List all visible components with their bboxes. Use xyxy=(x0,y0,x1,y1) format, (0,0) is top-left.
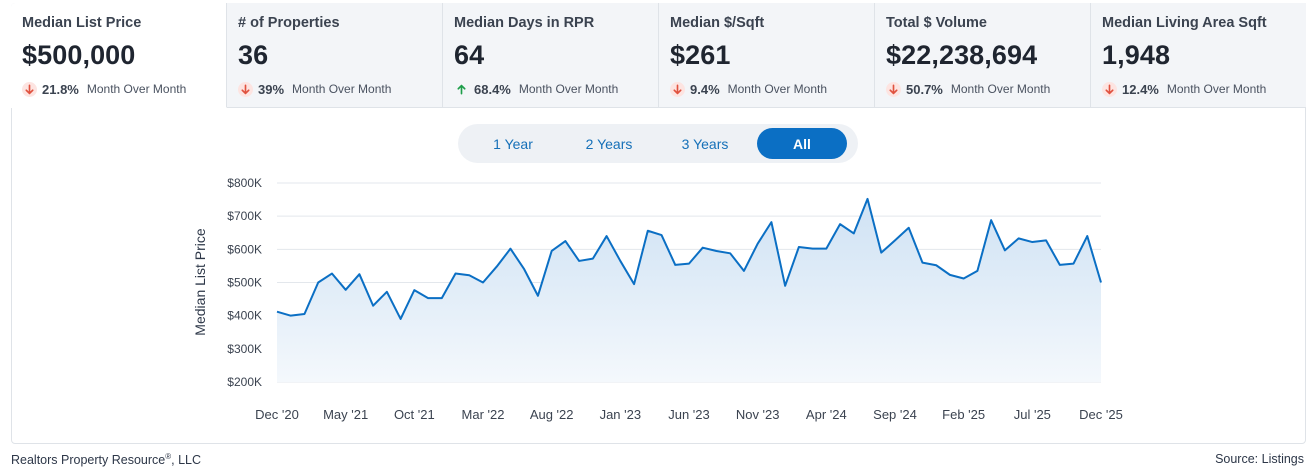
x-tick-label: Jun '23 xyxy=(668,407,710,422)
registered-mark: ® xyxy=(165,452,172,461)
x-tick-label: Nov '23 xyxy=(736,407,780,422)
series-area xyxy=(277,198,1101,382)
metric-value: $22,238,694 xyxy=(886,40,1038,70)
x-tick-label: Oct '21 xyxy=(394,407,435,422)
metric-cards: Median List Price $500,000 21.8% Month O… xyxy=(11,3,1306,108)
metric-change: 12.4% Month Over Month xyxy=(1102,80,1306,98)
footer-source: Source: Listings xyxy=(1215,452,1304,466)
x-tick-label: Sep '24 xyxy=(873,407,917,422)
metric-change-caption: Month Over Month xyxy=(86,82,187,96)
metric-label: Total $ Volume xyxy=(886,15,987,31)
metric-change-pct: 39% xyxy=(258,81,285,97)
time-range-selector: 1 Year 2 Years 3 Years All xyxy=(458,124,858,163)
metric-card-days-in-rpr[interactable]: Median Days in RPR 64 68.4% Month Over M… xyxy=(443,3,659,108)
metric-change: 21.8% Month Over Month xyxy=(22,80,226,98)
metric-change: 50.7% Month Over Month xyxy=(886,80,1090,98)
metric-change-caption: Month Over Month xyxy=(727,82,828,96)
x-tick-label: Jul '25 xyxy=(1014,407,1051,422)
metric-change-caption: Month Over Month xyxy=(518,82,619,96)
metric-label: Median List Price xyxy=(22,15,142,31)
x-tick-label: Mar '22 xyxy=(462,407,505,422)
footer-attribution: Realtors Property Resource®, LLC xyxy=(11,452,201,467)
metric-label: # of Properties xyxy=(238,15,340,31)
metric-card-median-list-price[interactable]: Median List Price $500,000 21.8% Month O… xyxy=(11,3,227,108)
y-tick-label: $500K xyxy=(227,276,262,290)
metric-change: 39% Month Over Month xyxy=(238,80,442,98)
range-3-years-button[interactable]: 3 Years xyxy=(681,135,729,152)
metric-change-pct: 21.8% xyxy=(42,81,79,97)
x-tick-label: Dec '25 xyxy=(1079,407,1123,422)
x-tick-label: Apr '24 xyxy=(806,407,847,422)
x-axis-ticks: Dec '20 May '21 Oct '21 Mar '22 Aug '22 Jan '… xyxy=(255,407,1123,422)
y-tick-label: $300K xyxy=(227,342,262,356)
range-2-years-button[interactable]: 2 Years xyxy=(585,135,633,152)
metric-change-pct: 50.7% xyxy=(906,81,943,97)
metric-change-caption: Month Over Month xyxy=(1166,82,1267,96)
x-tick-label: Jan '23 xyxy=(600,407,642,422)
down-arrow-icon xyxy=(670,81,685,97)
y-axis-ticks: $200K $300K $400K $500K $600K $700K $800K xyxy=(227,176,262,389)
metric-label: Median $/Sqft xyxy=(670,15,765,31)
metric-change-caption: Month Over Month xyxy=(292,82,392,96)
y-tick-label: $800K xyxy=(227,176,262,190)
metric-card-price-per-sqft[interactable]: Median $/Sqft $261 9.4% Month Over Month xyxy=(659,3,875,108)
x-tick-label: Aug '22 xyxy=(530,407,574,422)
down-arrow-icon xyxy=(238,81,253,97)
down-arrow-icon xyxy=(22,81,37,97)
y-tick-label: $200K xyxy=(227,375,262,389)
x-tick-label: Feb '25 xyxy=(942,407,985,422)
y-tick-label: $700K xyxy=(227,209,262,223)
metric-change-pct: 68.4% xyxy=(474,81,511,97)
y-axis-title: Median List Price xyxy=(192,228,208,336)
x-tick-label: May '21 xyxy=(323,407,368,422)
y-tick-label: $600K xyxy=(227,242,262,256)
metric-change-pct: 12.4% xyxy=(1122,81,1159,97)
range-1-year-button[interactable]: 1 Year xyxy=(493,135,533,152)
metric-value: $500,000 xyxy=(22,40,136,70)
metric-card-total-volume[interactable]: Total $ Volume $22,238,694 50.7% Month O… xyxy=(875,3,1091,108)
metric-change: 68.4% Month Over Month xyxy=(454,80,658,98)
attribution-suffix: , LLC xyxy=(171,453,202,468)
y-tick-label: $400K xyxy=(227,309,262,323)
metric-card-properties[interactable]: # of Properties 36 39% Month Over Month xyxy=(227,3,443,108)
metric-change: 9.4% Month Over Month xyxy=(670,80,874,98)
series-line xyxy=(276,197,1102,320)
range-all-button[interactable]: All xyxy=(757,128,847,159)
metric-value: 64 xyxy=(454,40,485,70)
metric-value: 1,948 xyxy=(1102,40,1171,70)
down-arrow-icon xyxy=(886,81,901,97)
down-arrow-icon xyxy=(1102,81,1117,97)
metric-change-caption: Month Over Month xyxy=(950,82,1051,96)
metric-label: Median Days in RPR xyxy=(454,15,595,31)
up-arrow-icon xyxy=(454,82,469,97)
metric-change-pct: 9.4% xyxy=(690,81,720,97)
metric-card-living-area[interactable]: Median Living Area Sqft 1,948 12.4% Mont… xyxy=(1091,3,1306,108)
metric-value: $261 xyxy=(670,40,731,70)
metric-value: 36 xyxy=(238,40,269,70)
x-tick-label: Dec '20 xyxy=(255,407,299,422)
metric-label: Median Living Area Sqft xyxy=(1102,15,1267,31)
attribution-name: Realtors Property Resource xyxy=(11,453,166,468)
